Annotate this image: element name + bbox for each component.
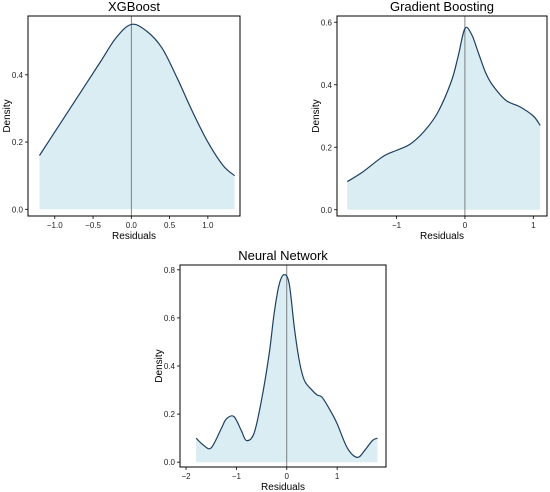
x-axis-label: Residuals [112, 231, 156, 242]
y-axis-label: Density [154, 349, 165, 382]
density-curve [38, 23, 236, 177]
x-tick-label: 0.5 [164, 221, 176, 230]
y-tick-label: 0.0 [12, 205, 24, 214]
y-tick-label: 0.2 [321, 143, 333, 152]
y-tick-label: 0.4 [12, 71, 24, 80]
x-tick-label: −1 [392, 221, 402, 230]
x-tick-label: −2 [181, 472, 191, 481]
y-tick-label: 0.6 [164, 314, 176, 323]
y-tick-label: 0.8 [164, 266, 176, 275]
x-axis-label: Residuals [420, 231, 464, 242]
chart-title: Neural Network [238, 248, 328, 263]
y-axis-label: Density [311, 99, 322, 132]
x-tick-label: 1 [531, 221, 536, 230]
y-tick-label: 0.2 [164, 410, 176, 419]
x-tick-label: 0.0 [126, 221, 138, 230]
x-tick-label: 1 [335, 472, 340, 481]
y-tick-label: 0.0 [164, 458, 176, 467]
x-tick-label: −0.5 [85, 221, 101, 230]
density-curve [195, 274, 378, 458]
x-tick-label: −1.0 [47, 221, 63, 230]
y-tick-label: 0.4 [321, 81, 333, 90]
density-area [39, 24, 235, 210]
plot-frame [336, 15, 548, 217]
chart-title: XGBoost [108, 0, 160, 14]
y-tick-label: 0.4 [164, 362, 176, 371]
x-tick-label: −1 [232, 472, 242, 481]
x-tick-label: 0 [463, 221, 468, 230]
chart-panel-2: −1 0 1 0.0 0.2 0.4 0.6 Gradient Boosting Residua… [311, 0, 548, 242]
chart-panel-1: −1.0 −0.5 0.0 0.5 1.0 0.0 0.2 0.4 XGBoost Residua… [2, 0, 241, 242]
plot-frame [27, 15, 241, 217]
chart-title: Gradient Boosting [390, 0, 494, 14]
y-axis-label: Density [2, 99, 13, 132]
y-tick-label: 0.0 [321, 206, 333, 215]
y-tick-label: 0.2 [12, 138, 24, 147]
density-curve [346, 26, 541, 183]
density-area [347, 27, 541, 210]
y-tick-label: 0.6 [321, 18, 333, 27]
x-axis-label: Residuals [261, 482, 305, 492]
x-tick-label: 1.0 [202, 221, 214, 230]
x-tick-label: 0 [285, 472, 290, 481]
chart-panel-3: −2 −1 0 1 0.0 0.2 0.4 0.6 0.8 Neural Network Resid… [154, 248, 387, 492]
